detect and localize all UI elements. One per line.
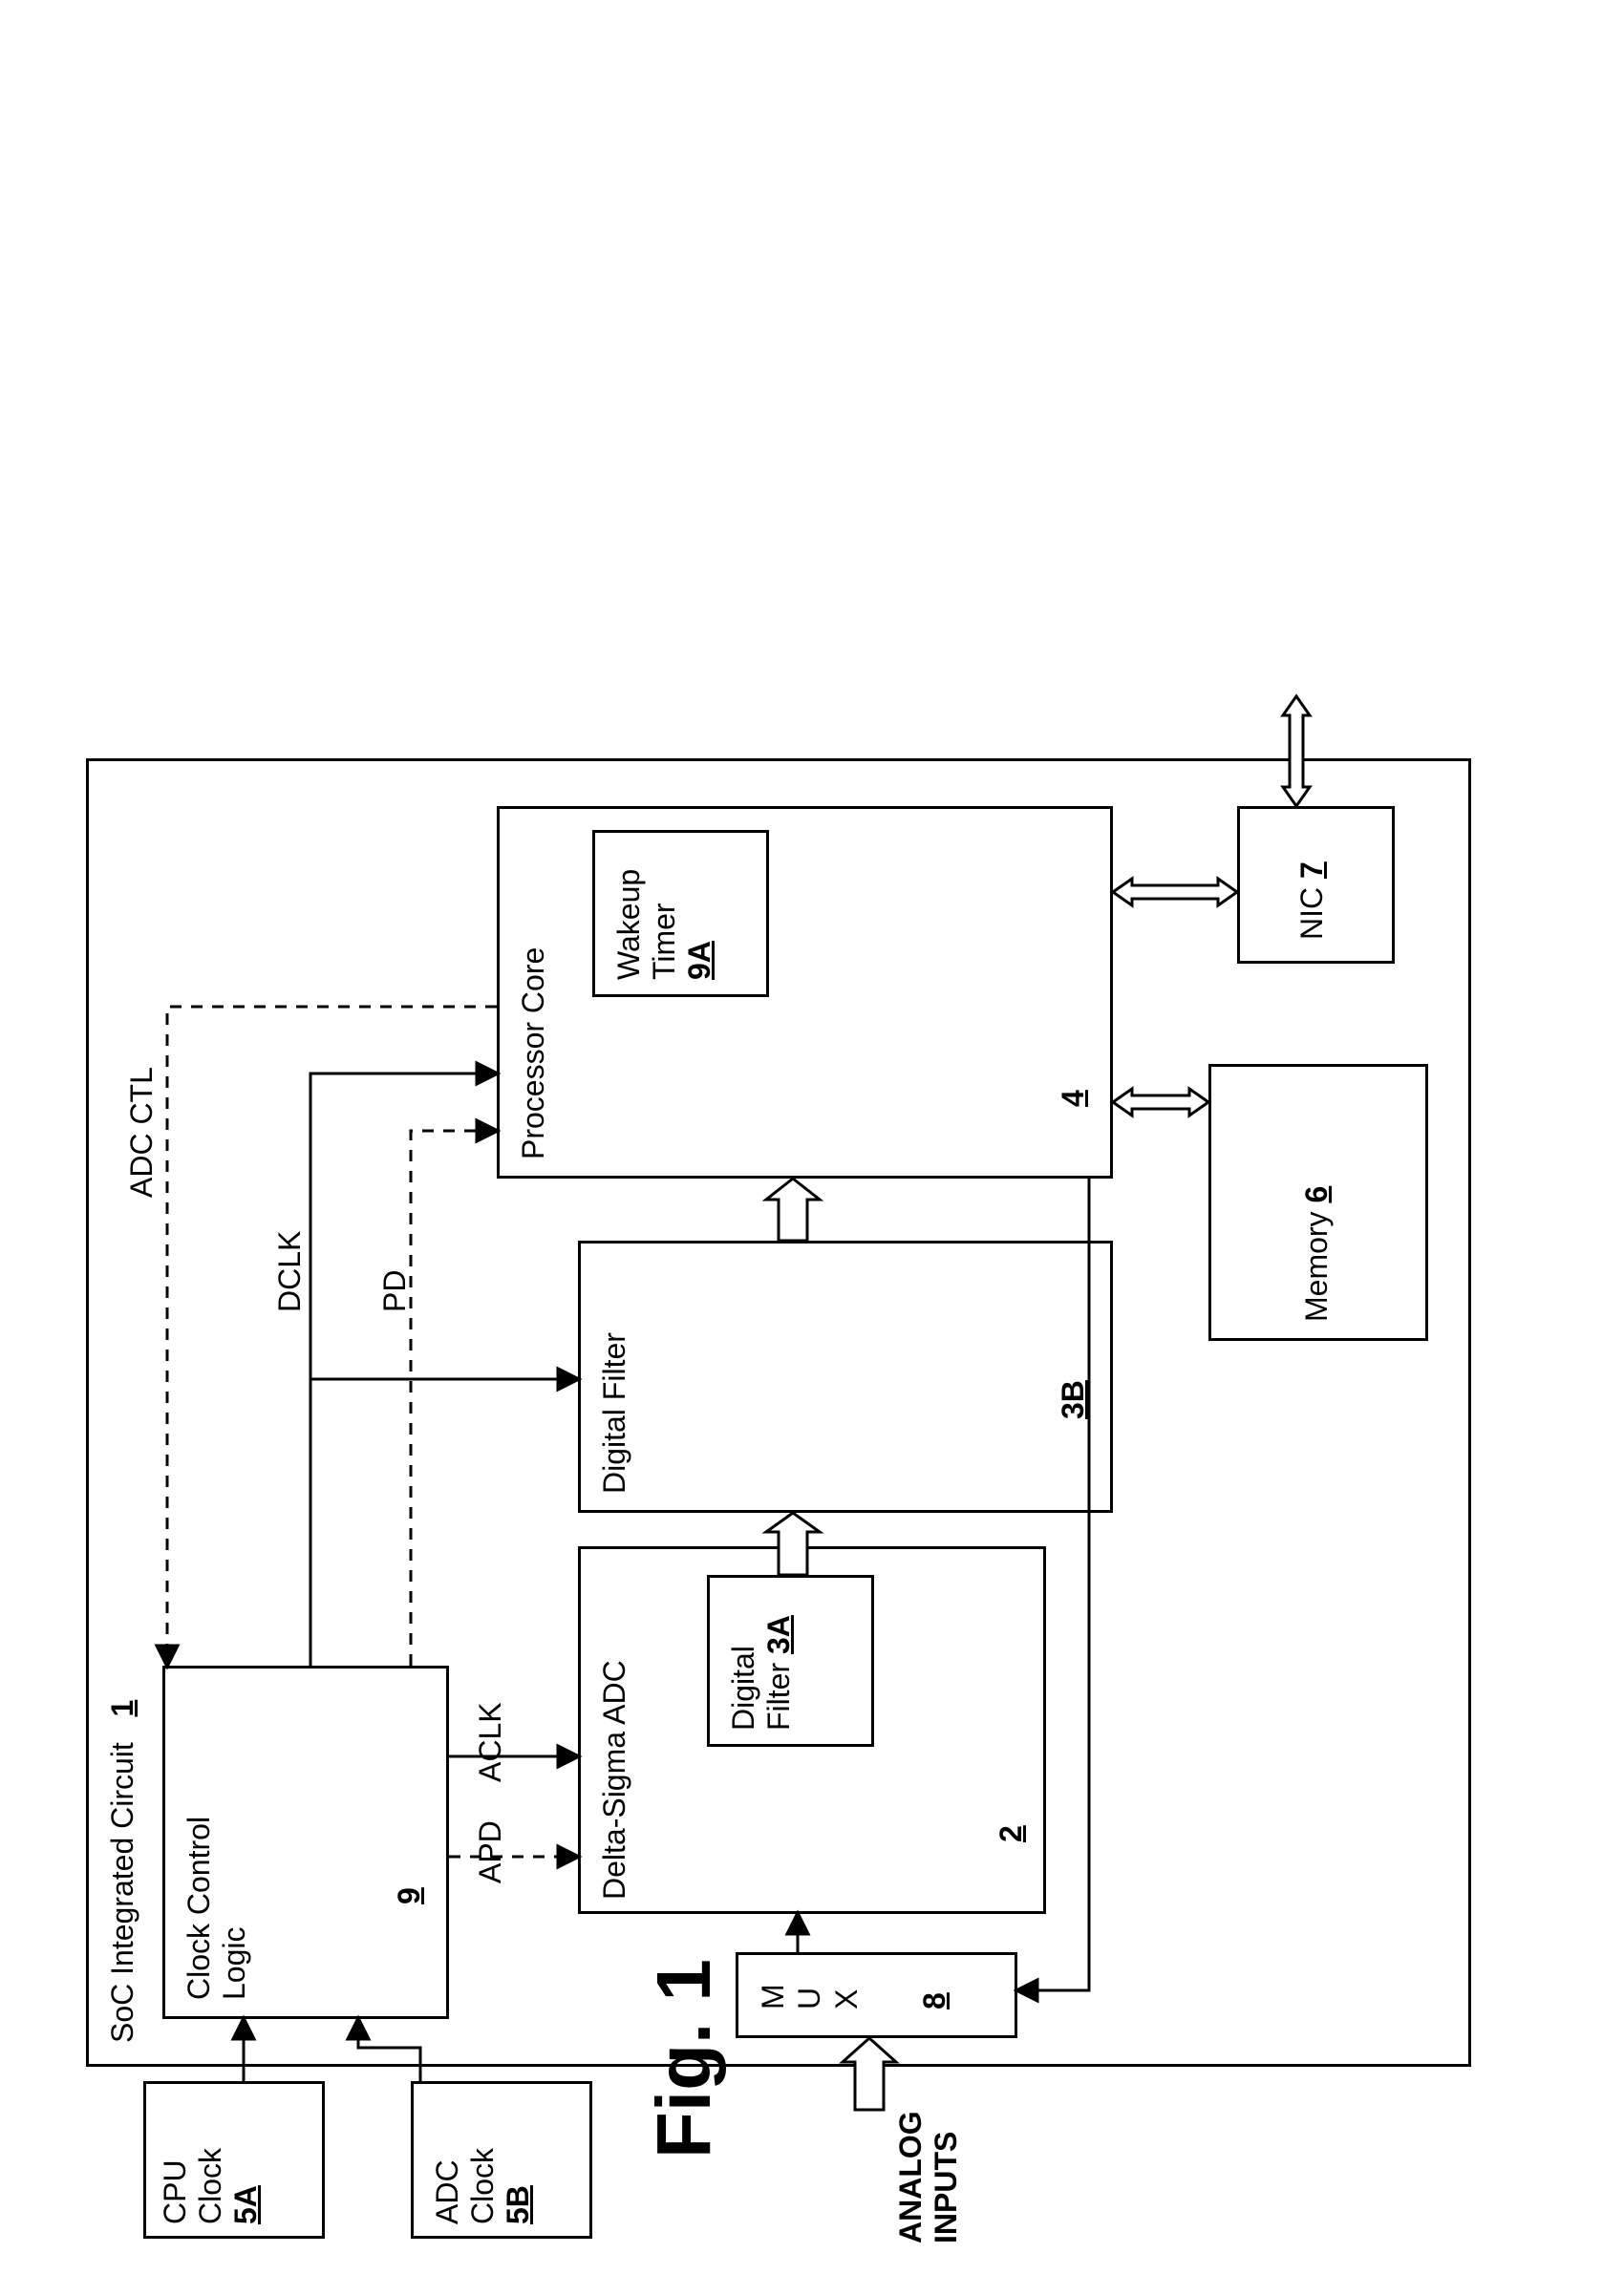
mux-label: MUX [755, 1984, 865, 2009]
filter-3b-ref: 3B [1056, 1380, 1091, 1419]
clock-control-ref: 9 [392, 1887, 427, 1904]
aclk-label: ACLK [473, 1702, 508, 1782]
soc-label: SoC Integrated Circuit 1 [105, 1700, 140, 2043]
wakeup-label: Wakeup Timer 9A [611, 869, 716, 980]
adc-clock-label: ADC Clock 5B [430, 2148, 535, 2224]
processor-box [497, 806, 1113, 1179]
mux-ref: 8 [917, 1992, 952, 2009]
adc-ref: 2 [994, 1825, 1029, 1842]
adc-ctl-label: ADC CTL [124, 1067, 160, 1198]
processor-ref: 4 [1056, 1090, 1091, 1107]
rotated-diagram: SoC Integrated Circuit 1 CPU Clock 5A AD… [0, 0, 1624, 2296]
processor-label: Processor Core [516, 947, 551, 1159]
figure-title: Fig. 1 [640, 1959, 728, 2158]
analog-inputs-label: ANALOG INPUTS [893, 2111, 964, 2243]
dclk-label: DCLK [272, 1231, 308, 1312]
filter-3b-box [578, 1241, 1113, 1513]
memory-label: Memory 6 [1299, 1186, 1335, 1322]
nic-label: NIC 7 [1294, 861, 1330, 940]
cpu-clock-label: CPU Clock 5A [158, 2148, 263, 2224]
filter-3a-label: Digital Filter 3A [726, 1615, 797, 1731]
pd-label: PD [377, 1270, 413, 1312]
adc-label: Delta-Sigma ADC [597, 1660, 632, 1900]
diagram-canvas: SoC Integrated Circuit 1 CPU Clock 5A AD… [0, 0, 1624, 2296]
clock-control-label: Clock Control Logic [182, 1817, 252, 2000]
apd-label: APD [473, 1820, 508, 1883]
filter-3b-label: Digital Filter [597, 1332, 632, 1494]
